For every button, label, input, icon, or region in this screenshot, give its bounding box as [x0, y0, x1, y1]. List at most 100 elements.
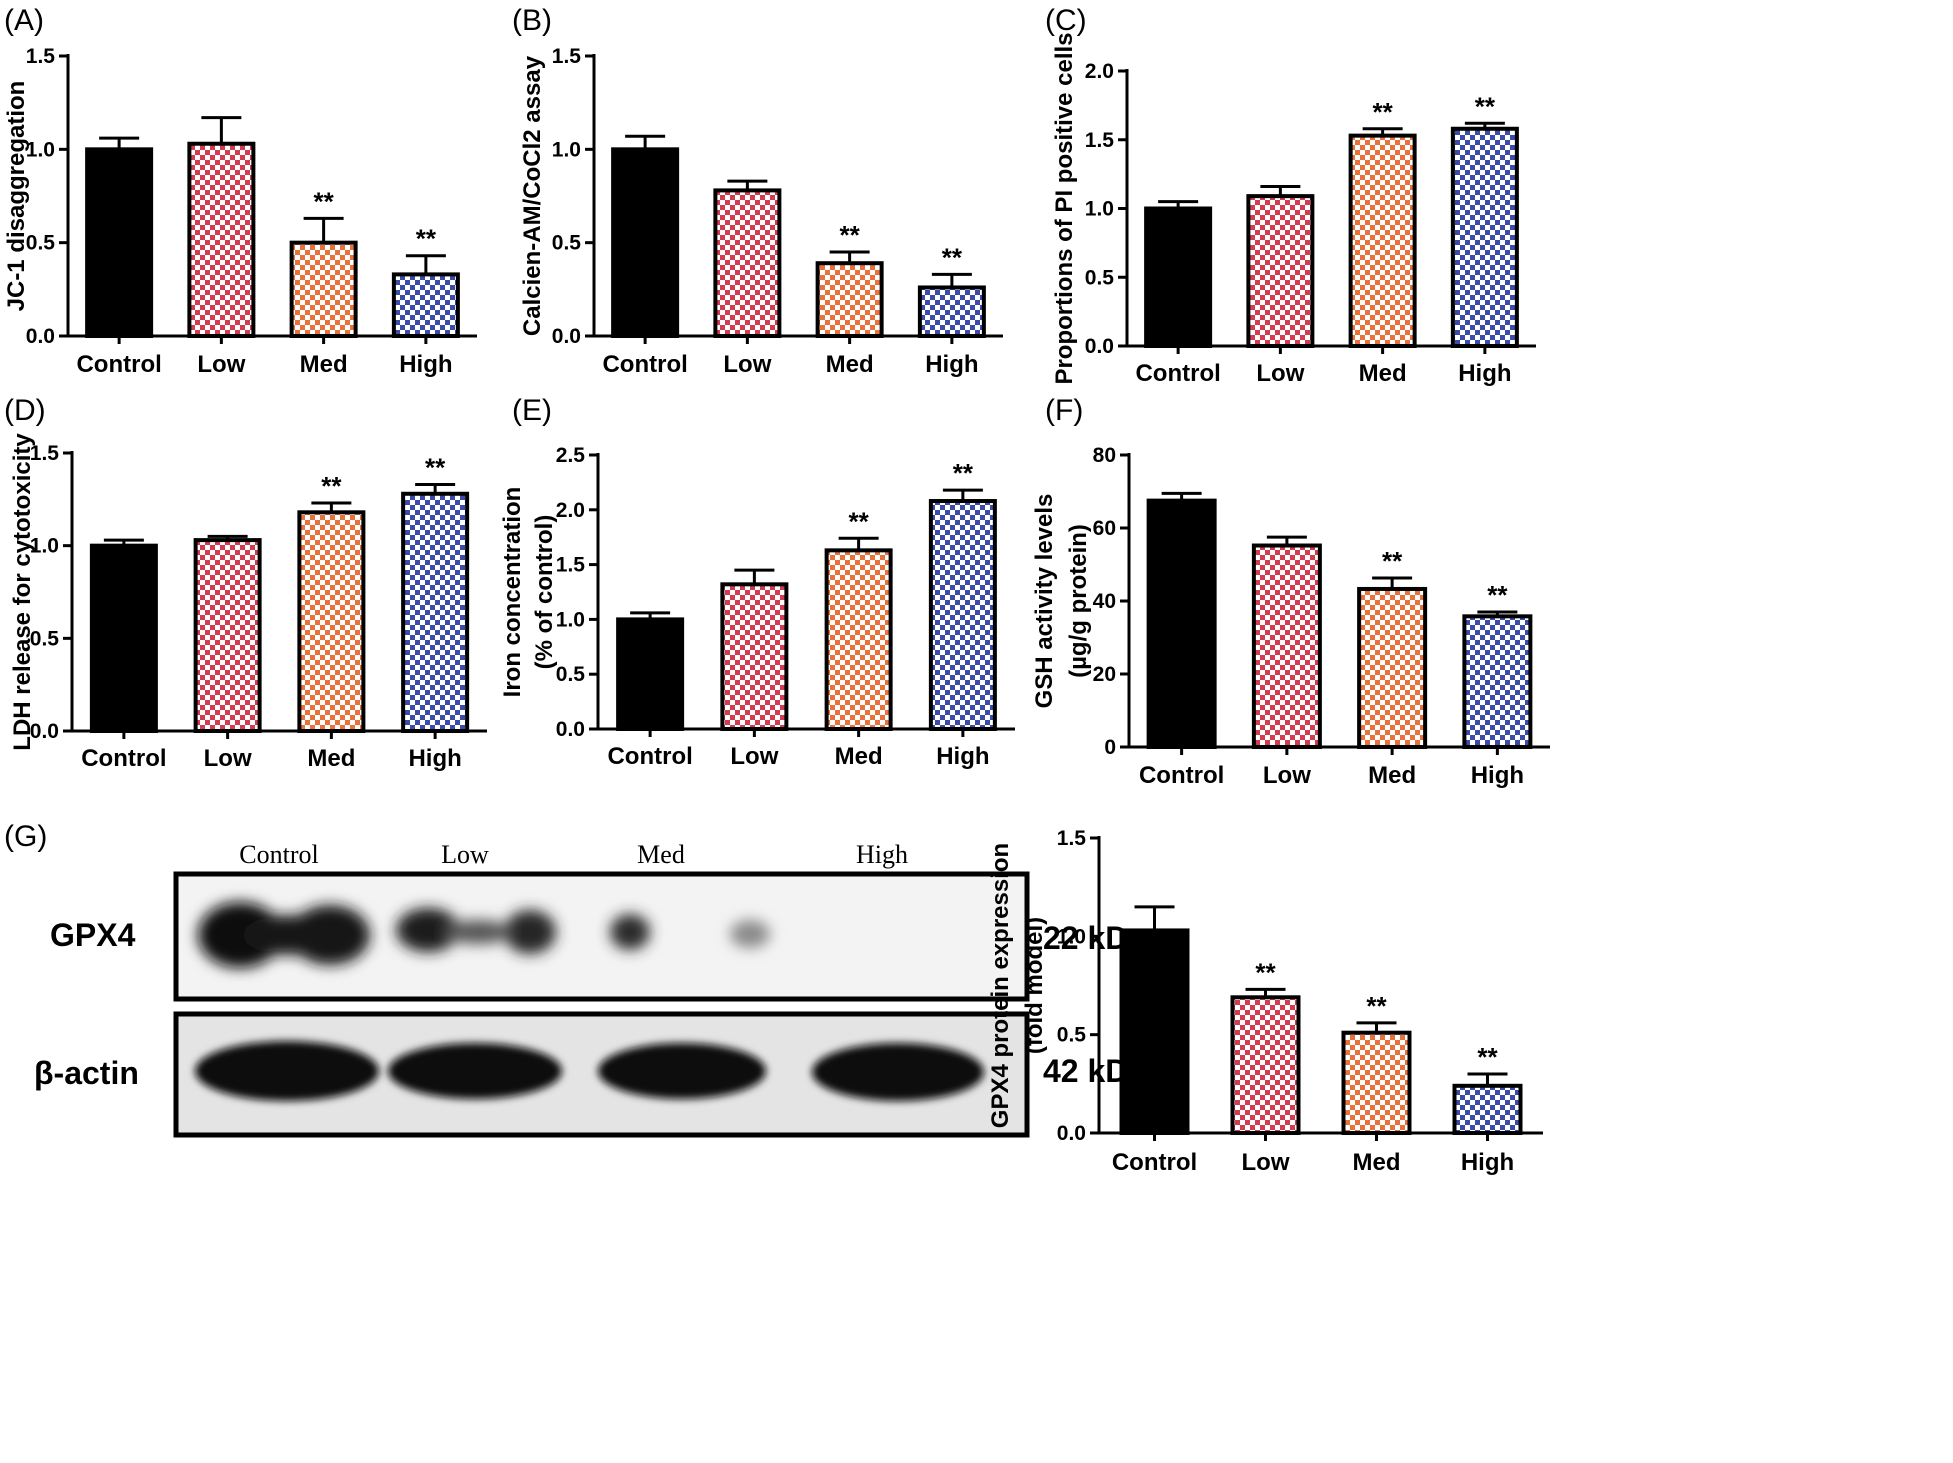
significance-label: ** [1475, 91, 1496, 121]
x-tick-label: Low [197, 351, 245, 378]
y-tick-label: 2.5 [556, 444, 586, 467]
y-axis-label: Iron concentration [499, 487, 526, 698]
y-tick-label: 0.0 [552, 325, 581, 348]
x-tick-label: Low [723, 351, 771, 378]
panel-label: (F) [1045, 394, 1083, 427]
y-axis-label: Calcien-AM/CoCl2 assay [519, 55, 546, 336]
bar-high [928, 499, 997, 732]
x-tick-label: Control [607, 743, 692, 770]
actin-bands [195, 1041, 984, 1101]
bar-med [1341, 1030, 1412, 1135]
bar-low [713, 188, 782, 338]
chart-panel-b: (B) Calcien-AM/CoCl2 assay 0.0 0.5 1.0 1.5 Con… [512, 4, 1003, 378]
y-axis-label: LDH release for cytotoxicity [9, 433, 36, 751]
blot-protein-actin: β-actin [34, 1055, 139, 1091]
y-tick-label: 2.0 [1085, 60, 1114, 83]
x-tick-label: High [925, 351, 978, 378]
significance-label: ** [1373, 97, 1394, 127]
x-tick-label: Control [602, 351, 687, 378]
x-tick-label: Control [76, 351, 161, 378]
bar-control [1146, 498, 1217, 749]
bar-control [611, 147, 680, 338]
significance-label: ** [1477, 1042, 1498, 1072]
significance-label: ** [953, 458, 974, 488]
panel-label-G: (G) [4, 820, 47, 853]
bar-control [85, 147, 154, 338]
x-tick-label: Low [730, 743, 778, 770]
x-tick-label: High [399, 351, 452, 378]
bar-med [1348, 133, 1417, 348]
significance-label: ** [425, 453, 446, 483]
bar-control [1144, 206, 1213, 348]
x-tick-label: Low [1242, 1149, 1290, 1176]
significance-label: ** [942, 242, 963, 272]
bar-high [391, 272, 460, 338]
y-tick-label: 2.0 [556, 499, 585, 522]
panel-label: (D) [4, 394, 46, 427]
x-tick-label: Low [204, 745, 252, 772]
y-tick-label: 1.0 [1085, 198, 1114, 221]
y-tick-label: 0.5 [1085, 266, 1115, 289]
x-tick-label: Med [307, 745, 355, 772]
y-tick-label: 0.0 [1057, 1122, 1086, 1145]
y-tick-label: 0 [1104, 736, 1116, 759]
bar-med [824, 548, 893, 731]
y-axis-label-units: (fold model) [1021, 917, 1048, 1054]
y-tick-label: 20 [1093, 663, 1116, 686]
bar-med [297, 510, 366, 733]
significance-label: ** [1487, 580, 1508, 610]
y-tick-label: 0.0 [1085, 335, 1114, 358]
x-tick-label: Med [1368, 762, 1416, 789]
y-tick-label: 0.5 [552, 232, 582, 255]
chart-panel-e: (E) Iron concentration (% of control) 0.0 0.… [499, 394, 1015, 770]
x-tick-label: Med [1353, 1149, 1401, 1176]
y-tick-label: 0.5 [30, 627, 60, 650]
western-blot: (G) Control Low Med High GPX4 22 kDa β-a… [4, 820, 1146, 1138]
chart-panel-f: (F) GSH activity levels (µg/g protein) 0 20 4… [1031, 394, 1550, 789]
y-tick-label: 1.0 [1057, 925, 1086, 948]
blot-lane-med: Med [637, 840, 685, 869]
y-tick-label: 40 [1093, 590, 1116, 613]
y-axis-label-units: (% of control) [531, 515, 558, 670]
y-axis-label: JC-1 disaggregation [3, 81, 30, 312]
x-tick-label: Med [826, 351, 874, 378]
blot-lane-control: Control [239, 840, 318, 869]
panel-label: (C) [1045, 4, 1087, 37]
bar-low [187, 141, 256, 338]
x-tick-label: Low [1263, 762, 1311, 789]
y-tick-label: 0.0 [556, 718, 585, 741]
blot-lane-high: High [856, 840, 908, 869]
x-tick-label: High [1458, 360, 1511, 387]
significance-label: ** [1382, 546, 1403, 576]
y-tick-label: 60 [1093, 517, 1116, 540]
x-tick-label: Low [1256, 360, 1304, 387]
blot-lane-low: Low [441, 840, 489, 869]
bar-high [1462, 614, 1533, 750]
y-axis-label: GPX4 protein expression [987, 843, 1014, 1128]
panel-label: (E) [512, 394, 552, 427]
bar-med [1357, 586, 1428, 750]
y-tick-label: 1.0 [30, 535, 59, 558]
y-tick-label: 1.0 [552, 138, 581, 161]
gpx4-bands [198, 902, 770, 968]
x-tick-label: Control [1112, 1149, 1197, 1176]
chart-panel-a: (A) JC-1 disaggregation 0.0 0.5 1.0 1.5 Contro… [3, 4, 477, 378]
x-tick-label: Control [81, 745, 166, 772]
bar-high [1450, 126, 1519, 348]
y-tick-label: 1.0 [26, 138, 55, 161]
y-tick-label: 80 [1093, 444, 1116, 467]
x-tick-label: Med [1359, 360, 1407, 387]
bar-high [917, 285, 986, 339]
bar-control [1119, 928, 1190, 1136]
y-tick-label: 0.5 [556, 663, 586, 686]
significance-label: ** [321, 471, 342, 501]
chart-panel-c: (C)Proportions of PI positive cells 0.0 0.… [1045, 4, 1536, 387]
y-tick-label: 1.5 [552, 45, 582, 68]
significance-label: ** [1255, 957, 1276, 987]
y-tick-label: 1.5 [26, 45, 56, 68]
y-tick-label: 1.5 [556, 554, 586, 577]
y-tick-label: 1.0 [556, 608, 585, 631]
bar-control [89, 543, 158, 734]
